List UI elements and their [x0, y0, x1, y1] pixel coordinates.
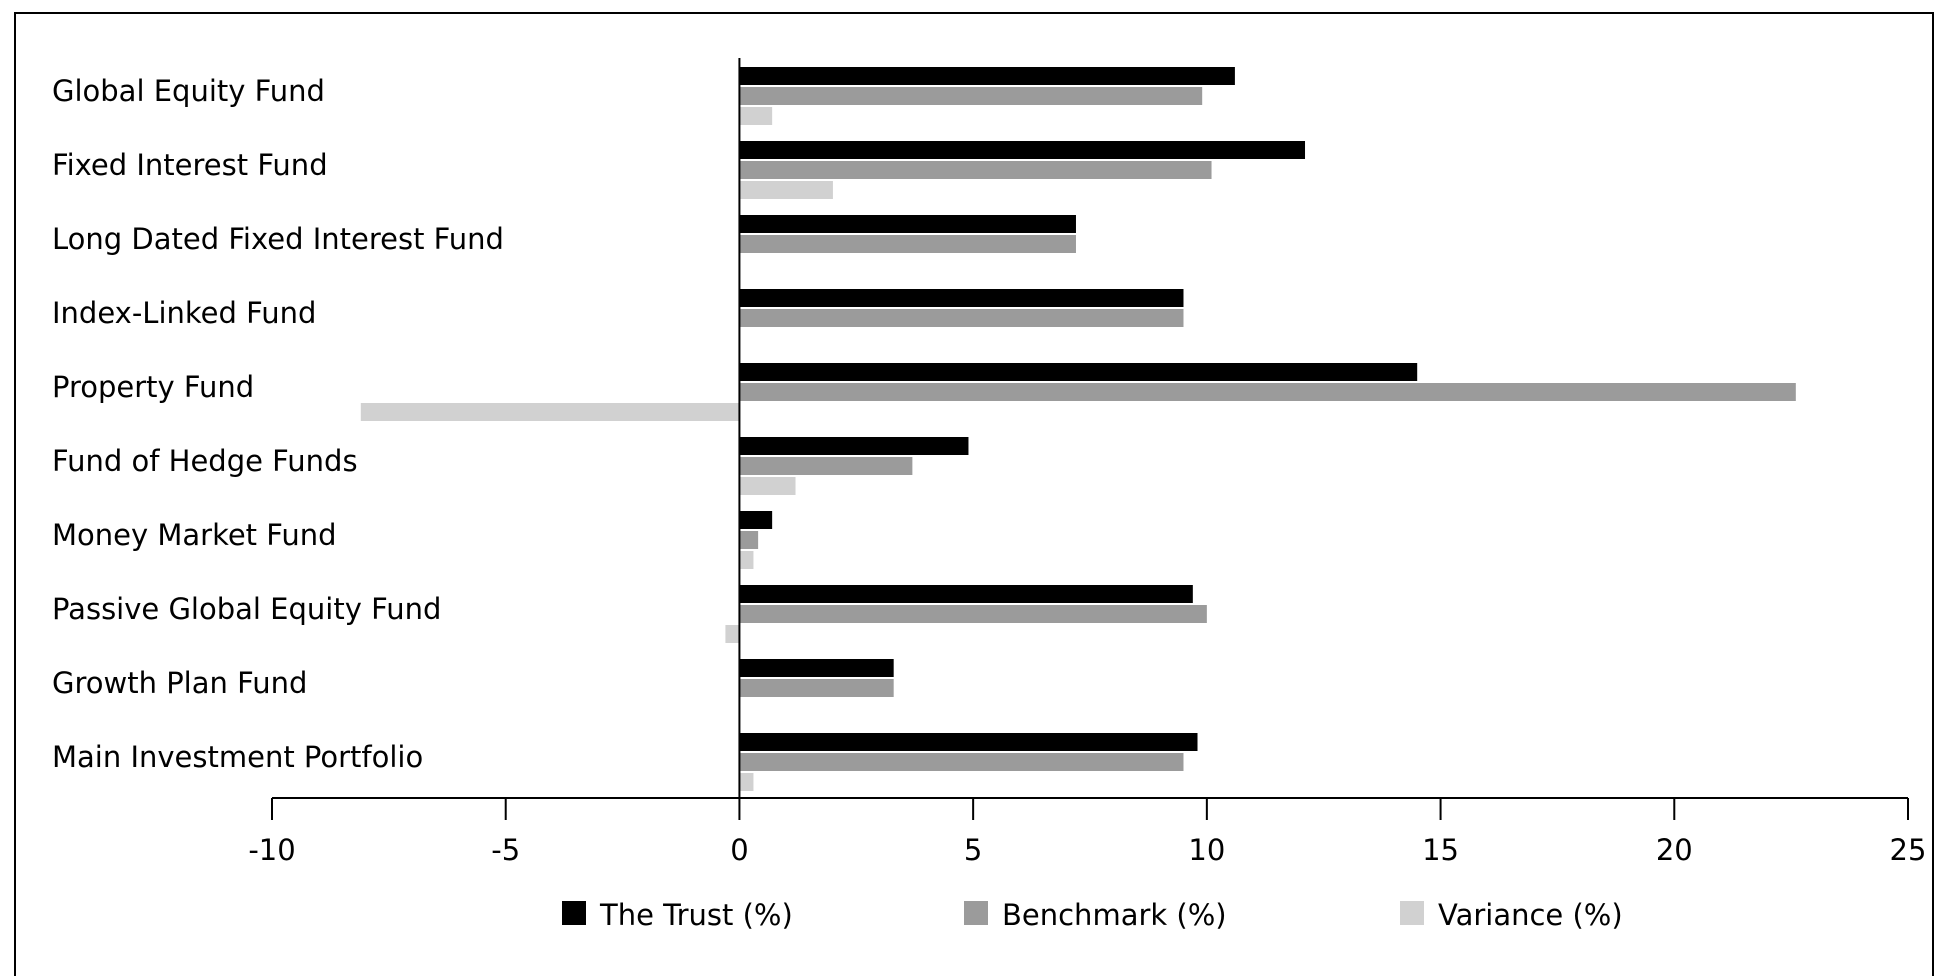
bar-trust	[739, 67, 1235, 85]
category-label: Fund of Hedge Funds	[52, 444, 358, 478]
category-label: Passive Global Equity Fund	[52, 592, 441, 626]
bar-benchmark	[739, 383, 1796, 401]
category-labels: Global Equity Fund Fixed Interest Fund Lon…	[52, 74, 504, 774]
bar-trust	[739, 585, 1193, 603]
bar-variance	[739, 551, 754, 569]
bar-benchmark	[739, 753, 1184, 771]
x-tick-label: -5	[491, 833, 520, 867]
legend-label: The Trust (%)	[599, 898, 793, 932]
bars-layer	[360, 67, 1796, 791]
bar-variance	[739, 773, 754, 791]
category-label: Long Dated Fixed Interest Fund	[52, 222, 504, 256]
bar-benchmark	[739, 605, 1207, 623]
bar-benchmark	[739, 235, 1076, 253]
legend: The Trust (%) Benchmark (%) Variance (%)	[562, 898, 1623, 932]
bar-trust	[739, 437, 969, 455]
bar-variance	[360, 403, 740, 421]
bar-variance	[739, 181, 833, 199]
bar-trust	[739, 289, 1184, 307]
x-tick-label: 15	[1422, 833, 1459, 867]
x-tick-label: 10	[1188, 833, 1225, 867]
category-label: Global Equity Fund	[52, 74, 325, 108]
bar-trust	[739, 733, 1198, 751]
legend-swatch	[1400, 901, 1424, 925]
category-label: Main Investment Portfolio	[52, 740, 423, 774]
bar-benchmark	[739, 87, 1203, 105]
x-tick-label: 5	[964, 833, 982, 867]
legend-label: Variance (%)	[1438, 898, 1623, 932]
bar-trust	[739, 141, 1306, 159]
bar-trust	[739, 659, 894, 677]
legend-label: Benchmark (%)	[1002, 898, 1227, 932]
bar-variance	[739, 477, 796, 495]
bar-benchmark	[739, 457, 913, 475]
x-axis: -10 -5 0 5 10 15 20 25	[248, 58, 1926, 867]
category-label: Index-Linked Fund	[52, 296, 316, 330]
bar-variance	[725, 625, 740, 643]
bar-benchmark	[739, 531, 759, 549]
bar-trust	[739, 363, 1418, 381]
category-label: Money Market Fund	[52, 518, 337, 552]
category-label: Property Fund	[52, 370, 254, 404]
category-label: Growth Plan Fund	[52, 666, 307, 700]
bar-benchmark	[739, 679, 894, 697]
legend-swatch	[562, 901, 586, 925]
x-tick-label: -10	[248, 833, 295, 867]
bar-variance	[739, 107, 773, 125]
bar-benchmark	[739, 309, 1184, 327]
x-tick-label: 0	[730, 833, 748, 867]
bar-trust	[739, 511, 773, 529]
bar-trust	[739, 215, 1076, 233]
legend-swatch	[964, 901, 988, 925]
bar-benchmark	[739, 161, 1212, 179]
x-tick-label: 25	[1890, 833, 1927, 867]
x-tick-label: 20	[1656, 833, 1693, 867]
category-label: Fixed Interest Fund	[52, 148, 328, 182]
